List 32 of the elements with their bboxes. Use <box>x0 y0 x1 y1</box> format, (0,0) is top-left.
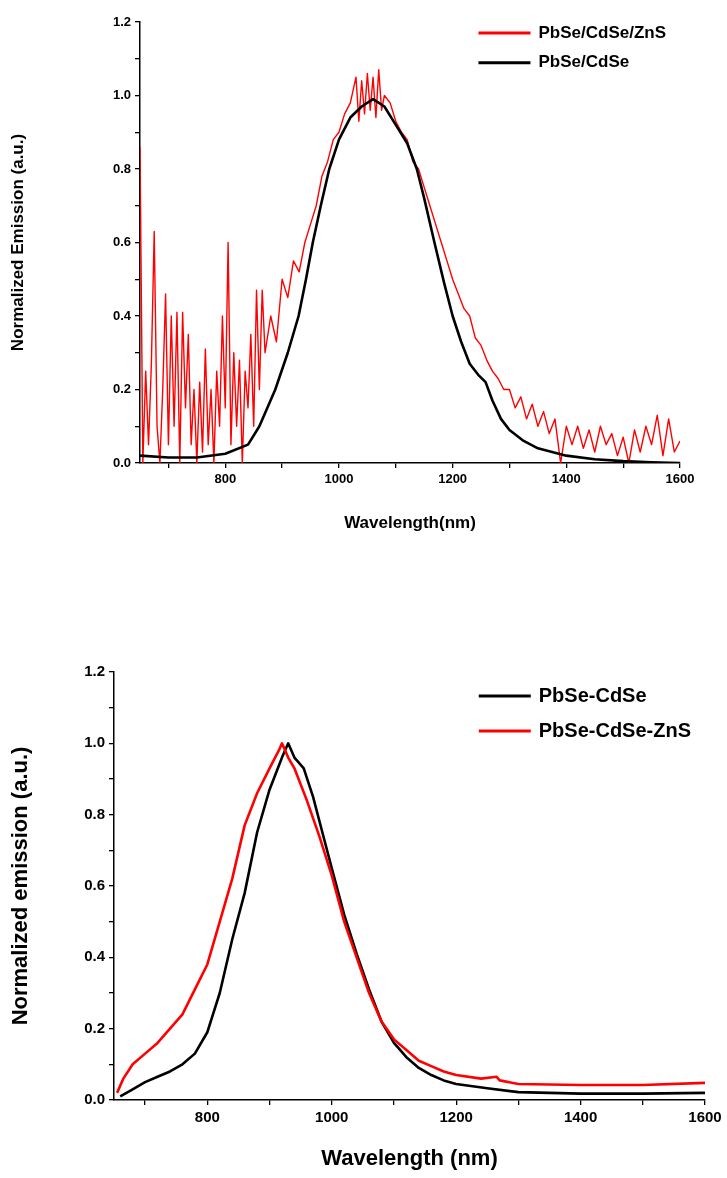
y-tick-label: 1.0 <box>84 733 105 751</box>
y-tick-label: 1.2 <box>84 662 105 680</box>
y-tick-label: 0.8 <box>112 160 131 176</box>
x-tick-label: 1600 <box>665 471 695 487</box>
y-tick-label: 1.0 <box>112 87 131 103</box>
legend-label: PbSe/CdSe/ZnS <box>538 22 667 42</box>
x-tick-label: 1400 <box>563 1108 598 1126</box>
legend-label: PbSe/CdSe <box>538 52 630 72</box>
y-tick-label: 0.6 <box>84 876 105 894</box>
x-tick-label: 1400 <box>551 471 581 487</box>
x-tick-label: 1200 <box>439 1108 473 1126</box>
y-axis-title: Normalized Emission (a.u.) <box>7 133 27 352</box>
y-tick-label: 0.4 <box>112 307 132 323</box>
text: 0.0 <box>84 1090 105 1108</box>
x-tick-label: 1000 <box>315 1108 349 1126</box>
text: 0.0 <box>112 454 131 470</box>
x-tick-label: 1200 <box>438 471 468 487</box>
x-axis-title: Wavelength (nm) <box>321 1144 498 1170</box>
y-tick-label: 0.2 <box>84 1018 105 1036</box>
y-tick-label: 0.2 <box>112 381 131 397</box>
x-tick-label: 1600 <box>688 1108 722 1126</box>
y-tick-label: 0.4 <box>84 947 106 965</box>
y-tick-label: 0.8 <box>84 804 105 822</box>
x-axis-title: Wavelength(nm) <box>344 513 476 533</box>
y-axis-title: Normalized emission (a.u.) <box>7 746 33 1026</box>
x-tick-label: 800 <box>194 1108 220 1126</box>
y-tick-label: 1.2 <box>112 13 131 29</box>
x-tick-label: 800 <box>214 471 237 487</box>
y-tick-label: 0.6 <box>112 234 131 250</box>
legend-label: PbSe-CdSe <box>538 683 647 706</box>
x-tick-label: 1000 <box>324 471 354 487</box>
legend-label: PbSe-CdSe-ZnS <box>538 718 692 741</box>
